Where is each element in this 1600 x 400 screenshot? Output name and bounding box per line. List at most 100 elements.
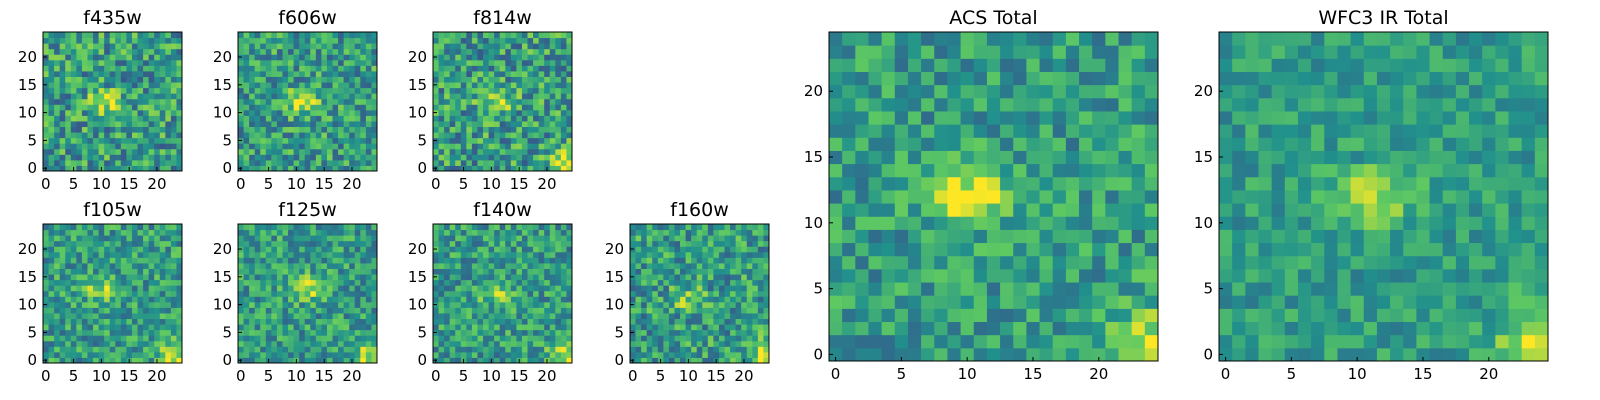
heatmap-cell xyxy=(707,224,714,231)
heatmap-cell xyxy=(1026,189,1041,204)
heatmap-cell xyxy=(438,137,445,144)
heatmap-cell xyxy=(549,262,556,269)
heatmap-cell xyxy=(696,224,703,231)
heatmap-cell xyxy=(104,159,111,166)
heatmap-cell xyxy=(1000,242,1014,257)
heatmap-cell xyxy=(1118,295,1133,309)
heatmap-cell xyxy=(455,43,462,50)
heatmap-cell xyxy=(829,242,843,257)
heatmap-cell xyxy=(510,235,517,242)
heatmap-cell xyxy=(87,335,94,342)
heatmap-cell xyxy=(76,335,83,342)
heatmap-cell xyxy=(1039,295,1054,309)
heatmap-cell xyxy=(43,318,50,325)
heatmap-cell xyxy=(488,257,495,264)
heatmap-cell xyxy=(260,351,267,358)
heatmap-cell xyxy=(707,235,714,242)
panel-title: f814w xyxy=(473,7,532,29)
heatmap-cell xyxy=(685,235,692,242)
heatmap-cell xyxy=(1026,282,1041,296)
heatmap-cell xyxy=(730,296,737,303)
heatmap-cell xyxy=(81,274,88,281)
heatmap-cell xyxy=(505,43,512,50)
heatmap-cell xyxy=(641,251,648,258)
heatmap-cell xyxy=(343,43,350,50)
heatmap-cell xyxy=(332,340,339,347)
heatmap-cell xyxy=(549,318,556,325)
heatmap-cell xyxy=(560,301,567,308)
heatmap-cell xyxy=(657,224,664,231)
heatmap-cell xyxy=(1144,347,1159,362)
heatmap-cell xyxy=(159,48,166,55)
heatmap-cell xyxy=(81,257,88,264)
heatmap-cell xyxy=(54,257,61,264)
heatmap-cell xyxy=(148,76,155,83)
heatmap-cell xyxy=(76,54,83,61)
heatmap-cell xyxy=(304,104,311,111)
heatmap-cell xyxy=(165,335,172,342)
heatmap-cell xyxy=(137,93,144,100)
heatmap-cell xyxy=(635,346,642,353)
heatmap-cell xyxy=(137,115,144,122)
heatmap-cell xyxy=(947,137,962,151)
heatmap-cell xyxy=(438,43,445,50)
heatmap-cell xyxy=(54,43,61,50)
heatmap-cell xyxy=(707,351,714,358)
heatmap-cell xyxy=(488,148,495,155)
heatmap-cell xyxy=(494,104,501,111)
heatmap-cell xyxy=(668,318,675,325)
axes-frame xyxy=(237,31,378,172)
heatmap-cell xyxy=(81,54,88,61)
heatmap-cell xyxy=(276,301,283,308)
heatmap-cell xyxy=(855,282,869,296)
heatmap-cell xyxy=(265,268,272,275)
heatmap-cell xyxy=(752,335,759,342)
heatmap-cell xyxy=(143,346,150,353)
heatmap-cell xyxy=(271,351,278,358)
heatmap-cell xyxy=(282,43,289,50)
heatmap-cell xyxy=(947,229,962,244)
heatmap-cell xyxy=(109,285,116,292)
heatmap-cell xyxy=(165,137,172,144)
heatmap-cell xyxy=(499,285,506,292)
heatmap-cell xyxy=(271,43,278,50)
heatmap-cell xyxy=(477,257,484,264)
heatmap-cell xyxy=(349,235,356,242)
heatmap-cell xyxy=(276,43,283,50)
heatmap-cell xyxy=(254,346,261,353)
heatmap-cell xyxy=(260,279,267,286)
heatmap-cell xyxy=(1092,203,1106,217)
heatmap-cell xyxy=(354,312,361,320)
heatmap-cell xyxy=(533,54,540,61)
heatmap-cell xyxy=(934,347,948,362)
heatmap-cell xyxy=(338,59,345,66)
heatmap-cell xyxy=(365,43,372,50)
heatmap-cell xyxy=(549,224,556,231)
heatmap-cell xyxy=(668,240,675,247)
heatmap-cell xyxy=(718,340,726,347)
heatmap-cell xyxy=(276,159,283,166)
heatmap-cell xyxy=(299,120,306,128)
heatmap-cell xyxy=(332,335,339,342)
heatmap-cell xyxy=(555,246,562,253)
heatmap-cell xyxy=(449,357,456,364)
heatmap-cell xyxy=(238,279,245,286)
heatmap-cell xyxy=(243,318,250,325)
heatmap-cell xyxy=(238,98,245,105)
heatmap-cell xyxy=(527,268,534,275)
heatmap-cell xyxy=(921,176,935,191)
heatmap-cell xyxy=(521,165,529,172)
heatmap-cell xyxy=(170,301,177,308)
heatmap-cell xyxy=(315,54,322,61)
y-tick-label: 0 xyxy=(27,351,37,369)
heatmap-cell xyxy=(104,262,111,269)
heatmap-cell xyxy=(444,240,451,247)
heatmap-cell xyxy=(243,240,250,247)
heatmap-cell xyxy=(455,32,462,39)
heatmap-cell xyxy=(354,274,361,281)
heatmap-cell xyxy=(685,229,692,236)
heatmap-cell xyxy=(126,340,133,347)
heatmap-cell xyxy=(65,43,72,50)
heatmap-cell xyxy=(271,98,278,105)
heatmap-cell xyxy=(555,159,562,166)
